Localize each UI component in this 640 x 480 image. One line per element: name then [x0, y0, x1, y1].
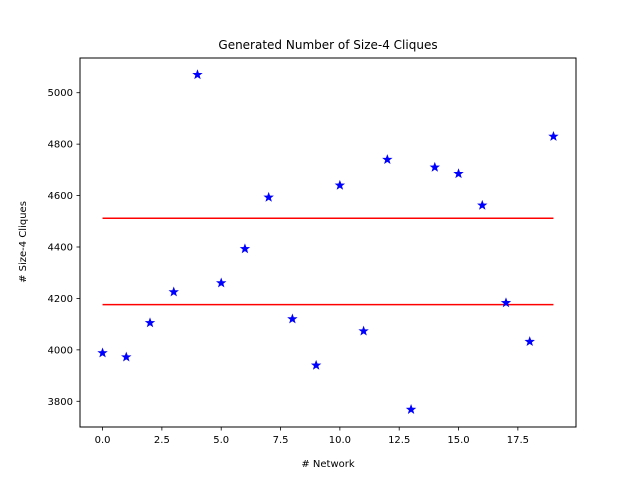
data-point-10 [334, 179, 346, 190]
axes-frame [79, 57, 577, 428]
data-point-4 [192, 69, 203, 80]
data-point-14 [429, 161, 441, 172]
y-tick-label-5: 4800 [48, 140, 73, 151]
x-tick-label-0: 0.0 [95, 435, 111, 446]
data-point-3 [168, 286, 179, 297]
x-tick-label-4: 10.0 [329, 435, 351, 446]
x-tick-label-3: 7.5 [273, 435, 289, 446]
data-point-17 [500, 297, 512, 308]
chart-title: Generated Number of Size-4 Cliques [218, 38, 437, 52]
plot-area: 0.0 2.5 5.0 7.5 10.0 12.5 15.0 17.5 3800 4000 4200… [48, 57, 577, 446]
y-tick-label-0: 3800 [48, 397, 73, 408]
x-tick-label-2: 5.0 [213, 435, 229, 446]
data-point-1 [121, 351, 132, 362]
data-point-13 [405, 404, 417, 414]
data-point-16 [477, 199, 488, 210]
y-axis-title: # Size-4 Cliques [18, 201, 29, 283]
y-tick-label-6: 5000 [48, 88, 73, 99]
x-tick-label-5: 12.5 [388, 435, 410, 446]
x-tick-label-6: 15.0 [447, 435, 469, 446]
y-tick-label-2: 4200 [48, 294, 73, 305]
data-point-2 [144, 317, 156, 328]
y-tick-label-4: 4600 [48, 191, 73, 202]
x-axis-title: # Network [301, 459, 355, 470]
data-point-5 [215, 277, 227, 288]
data-point-15 [453, 168, 464, 179]
data-point-11 [358, 325, 369, 336]
data-point-0 [97, 347, 108, 358]
data-point-6 [239, 243, 251, 254]
x-tick-label-7: 17.5 [507, 435, 529, 446]
data-point-7 [263, 191, 274, 202]
data-point-12 [382, 154, 393, 164]
data-point-19 [548, 130, 559, 141]
data-point-18 [524, 336, 535, 347]
data-point-9 [310, 359, 322, 370]
y-tick-label-3: 4400 [48, 243, 73, 254]
data-point-8 [287, 313, 298, 324]
y-tick-label-1: 4000 [48, 345, 73, 356]
x-tick-label-1: 2.5 [154, 435, 170, 446]
